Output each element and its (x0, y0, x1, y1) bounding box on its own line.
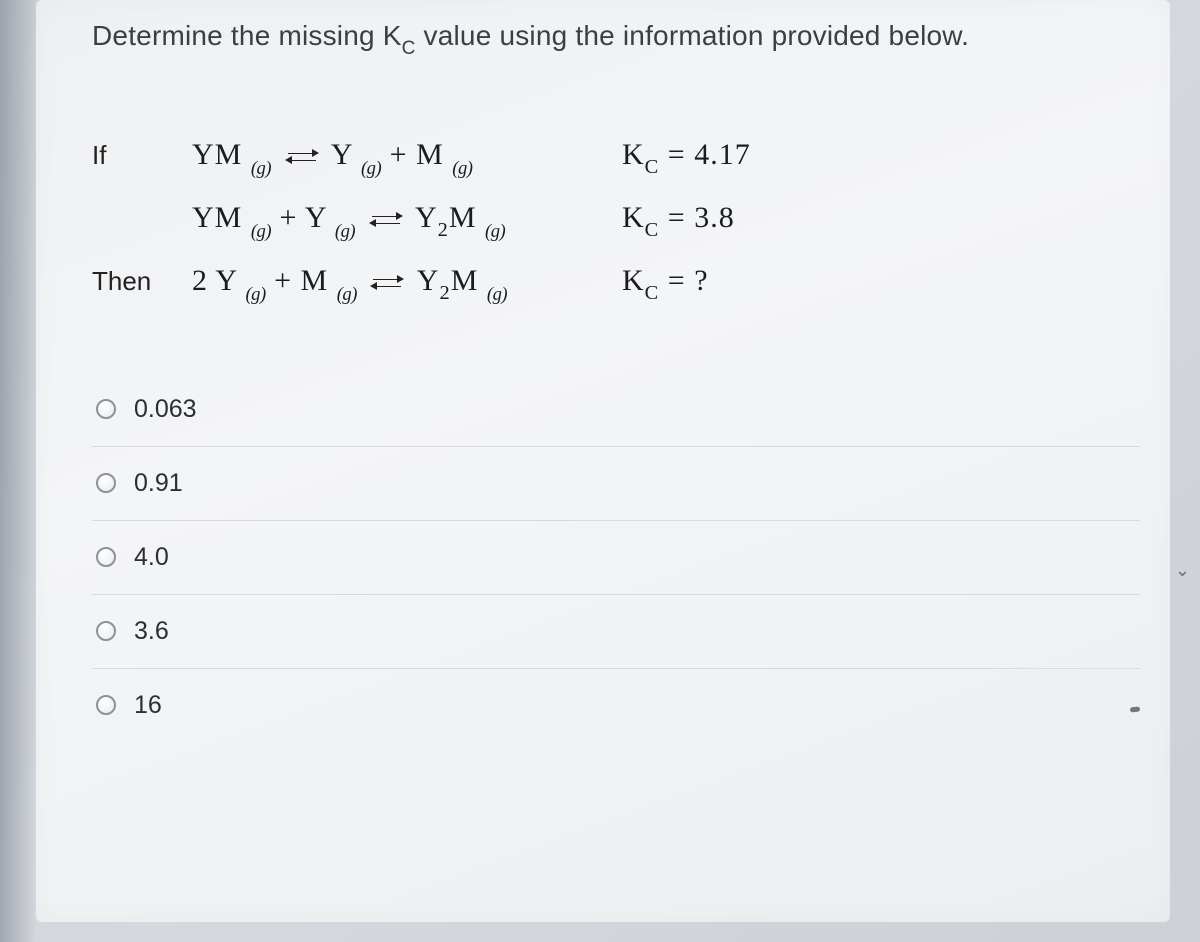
kc-expression: KC = ? (622, 264, 709, 303)
radio-icon[interactable] (96, 695, 116, 715)
equilibrium-arrow-icon (286, 148, 318, 166)
radio-icon[interactable] (96, 621, 116, 641)
radio-icon[interactable] (96, 399, 116, 419)
option-label: 0.063 (134, 395, 197, 424)
kc-expression: KC = 3.8 (622, 201, 735, 240)
equilibrium-arrow-icon (370, 211, 402, 229)
eq-sign: = (659, 201, 694, 234)
option-label: 0.91 (134, 469, 183, 498)
option-label: 4.0 (134, 543, 169, 572)
option-label: 16 (134, 691, 162, 720)
kc-k: K (622, 138, 645, 171)
equations-block: If YM (g) Y (g) + M (g) KC = 4.17 YM (g)… (92, 138, 1140, 303)
equation-row: Then 2 Y (g) + M (g) Y2M (g) KC = ? (92, 264, 1140, 303)
title-prefix: Determine the missing K (92, 20, 402, 51)
lhs-pre: YM (192, 201, 251, 234)
kc-k: K (622, 264, 645, 297)
kc-sub: C (645, 156, 660, 178)
sub2: 2 (438, 219, 449, 241)
sub2: 2 (439, 282, 450, 304)
radio-icon[interactable] (96, 473, 116, 493)
equation-row: YM (g) + Y (g) Y2M (g) KC = 3.8 (92, 201, 1140, 240)
phase-sub: (g) (251, 158, 271, 179)
phase-sub: (g) (487, 284, 507, 305)
title-suffix: value using the information provided bel… (416, 20, 970, 51)
phase-sub: (g) (485, 221, 505, 242)
edge-shadow (0, 0, 36, 942)
kc-value: 4.17 (694, 138, 751, 171)
phase-sub: (g) (335, 221, 355, 242)
options-list: 0.063 0.91 4.0 3.6 16 (92, 373, 1140, 742)
kc-value: ? (694, 264, 708, 297)
phase-sub: (g) (361, 158, 381, 179)
question-title: Determine the missing KC value using the… (92, 20, 1140, 58)
equation-expression: YM (g) + Y (g) Y2M (g) (192, 201, 622, 240)
title-kc-sub: C (402, 38, 416, 59)
phase-sub: (g) (245, 284, 265, 305)
option-row[interactable]: 16 (92, 669, 1140, 742)
lhs-post: + M (266, 264, 337, 297)
row-lead: If (92, 140, 192, 171)
eq-sign: = (659, 264, 694, 297)
rhs-pre: Y (331, 138, 361, 171)
equation-row: If YM (g) Y (g) + M (g) KC = 4.17 (92, 138, 1140, 177)
radio-icon[interactable] (96, 547, 116, 567)
kc-value: 3.8 (694, 201, 735, 234)
lhs-post: + Y (271, 201, 335, 234)
option-label: 3.6 (134, 617, 169, 646)
eq-sign: = (659, 138, 694, 171)
kc-sub: C (645, 219, 660, 241)
phase-sub: (g) (337, 284, 357, 305)
phase-sub: (g) (452, 158, 472, 179)
equilibrium-arrow-icon (371, 274, 403, 292)
question-panel: Determine the missing KC value using the… (36, 0, 1170, 922)
kc-expression: KC = 4.17 (622, 138, 751, 177)
row-lead: Then (92, 266, 192, 297)
lhs-pre: YM (192, 138, 251, 171)
option-row[interactable]: 0.063 (92, 373, 1140, 447)
option-row[interactable]: 0.91 (92, 447, 1140, 521)
rhs-mid: + M (381, 138, 452, 171)
chevron-down-icon: ⌄ (1175, 560, 1190, 581)
equation-expression: 2 Y (g) + M (g) Y2M (g) (192, 264, 622, 303)
kc-sub: C (645, 282, 660, 304)
lhs-pre: 2 Y (192, 264, 245, 297)
option-row[interactable]: 4.0 (92, 521, 1140, 595)
option-row[interactable]: 3.6 (92, 595, 1140, 669)
kc-k: K (622, 201, 645, 234)
phase-sub: (g) (251, 221, 271, 242)
equation-expression: YM (g) Y (g) + M (g) (192, 138, 622, 177)
